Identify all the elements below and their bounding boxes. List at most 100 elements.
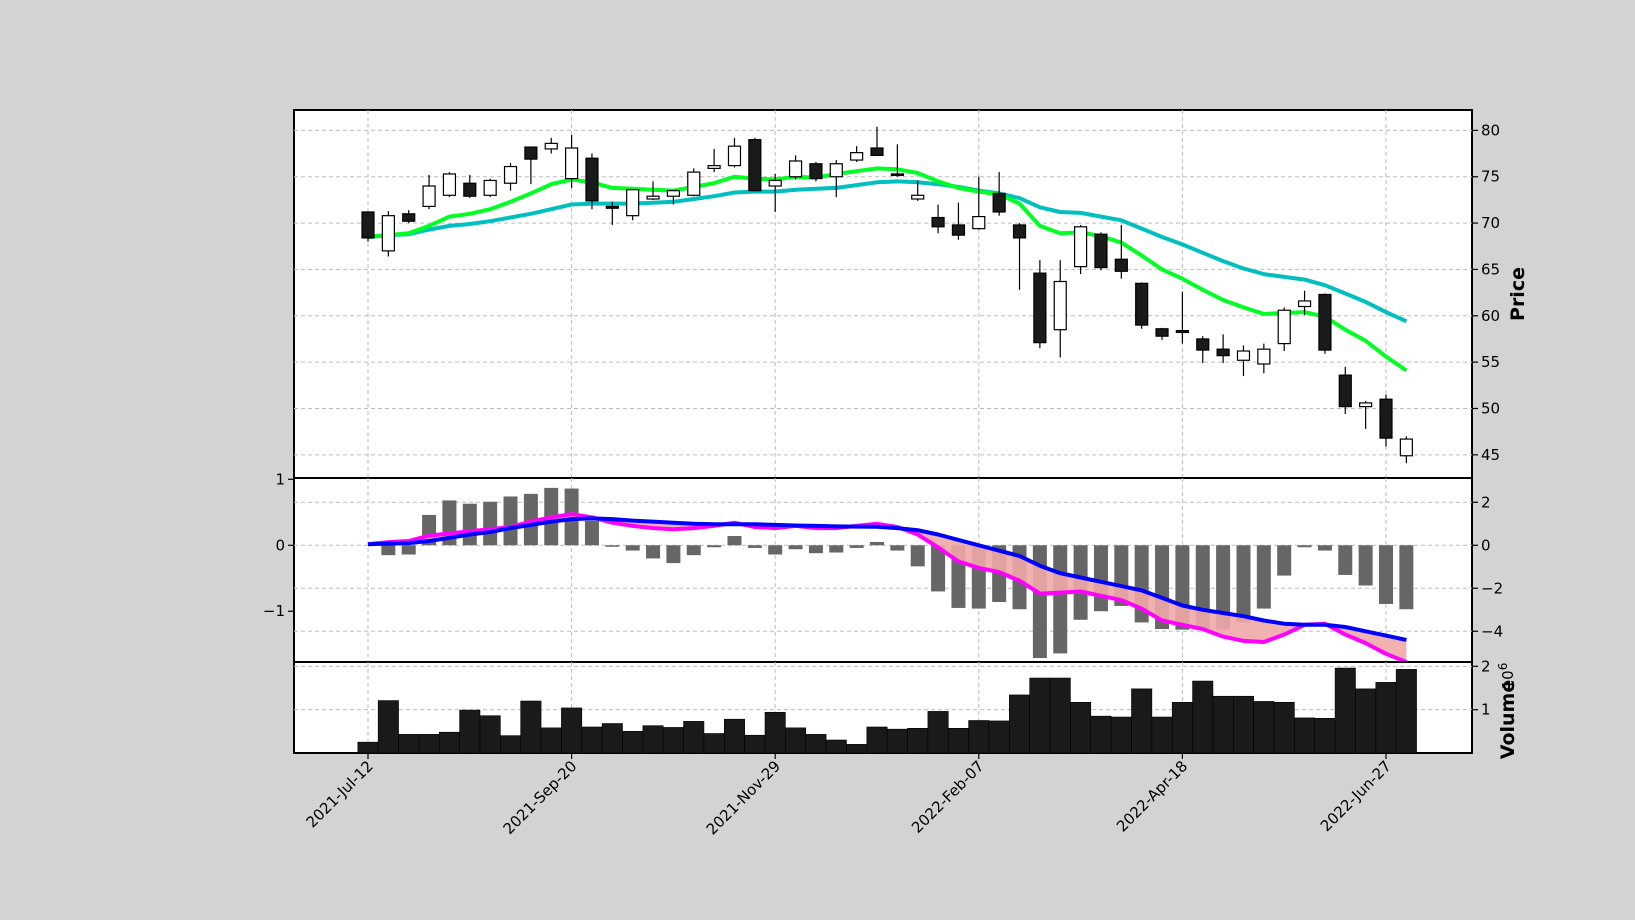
candle: [1196, 336, 1210, 364]
candle: [1277, 307, 1291, 352]
moving-average-slow: [367, 179, 1408, 324]
volume-bar: [1314, 718, 1336, 754]
macd-right-tick-label: −4: [1481, 622, 1503, 640]
candle: [1135, 282, 1149, 329]
volume-exponent-power: 6: [1496, 663, 1510, 671]
volume-bar: [968, 720, 990, 754]
volume-bar: [561, 707, 583, 754]
histogram-bar: [625, 545, 640, 551]
candle-body: [1379, 398, 1393, 439]
candle-body: [1135, 282, 1149, 326]
candle-body: [1196, 338, 1210, 351]
volume-bar: [1090, 715, 1112, 754]
candle-body: [809, 163, 823, 180]
volume-bar: [988, 720, 1010, 754]
volume-bar: [1171, 701, 1193, 754]
candle: [1216, 334, 1230, 364]
candle: [951, 202, 966, 240]
candlesticks: [361, 126, 1413, 464]
candle-body: [463, 182, 477, 197]
macd-panel: −1 0 1 −4 −2 0 2: [263, 470, 1503, 664]
volume-bar: [398, 734, 420, 754]
histogram-bar: [1297, 545, 1312, 548]
candle: [890, 144, 904, 177]
price-panel-frame: [293, 109, 1473, 479]
histogram-bar: [1216, 545, 1231, 630]
histogram-bar: [1277, 545, 1292, 576]
candle-body: [850, 152, 864, 161]
candle: [1073, 224, 1088, 275]
volume-bar: [1212, 695, 1234, 754]
macd-right-tick-label: 2: [1481, 493, 1491, 511]
candle-body: [1094, 233, 1108, 269]
candle: [911, 180, 925, 201]
candle-body: [1033, 272, 1047, 344]
volume-bar: [805, 734, 827, 754]
candle: [585, 153, 599, 210]
histogram-bar: [808, 545, 823, 554]
histogram-bar: [870, 541, 884, 546]
histogram-bar: [503, 496, 518, 546]
histogram-bar: [1093, 545, 1108, 612]
volume-bar: [642, 725, 664, 754]
candle: [1012, 223, 1027, 290]
volume-bar: [520, 700, 542, 754]
histogram-bar: [523, 493, 538, 546]
candle: [992, 172, 1006, 216]
histogram-bar: [788, 545, 803, 550]
candle-body: [442, 173, 457, 196]
volume-bar: [1273, 701, 1295, 754]
volume-bar: [907, 727, 929, 754]
volume-bar: [459, 709, 481, 754]
histogram-bar: [462, 503, 477, 546]
volume-bar: [846, 744, 868, 754]
histogram-bar: [707, 545, 722, 548]
candle-body: [1277, 309, 1291, 345]
candle-body: [1399, 438, 1413, 457]
volume-bar: [1395, 669, 1417, 754]
candle: [503, 162, 518, 191]
candle-body: [666, 190, 681, 197]
candle: [1155, 327, 1169, 340]
volume-axis: 12: [1472, 657, 1491, 719]
volume-tick-label: 1: [1481, 701, 1491, 719]
candle: [727, 137, 742, 168]
histogram-bar: [483, 501, 498, 546]
candle-body: [1257, 348, 1271, 365]
candle: [1399, 436, 1413, 464]
candle-body: [626, 189, 640, 217]
volume-panel: 12 Volume 106: [293, 657, 1519, 759]
volume-bar: [703, 733, 725, 754]
volume-bar: [357, 741, 379, 754]
candle-body: [1053, 280, 1067, 331]
price-panel: 45 50 55 60 65 70 75 80 Price: [293, 109, 1529, 479]
candle-body: [972, 215, 986, 230]
candle: [626, 189, 640, 221]
price-tick-label: 55: [1481, 353, 1500, 371]
price-tick-label: 70: [1481, 214, 1500, 232]
histogram-bar: [768, 545, 783, 555]
candle-body: [483, 179, 497, 196]
candle-body: [605, 205, 619, 209]
candle-body: [402, 213, 416, 222]
volume-bar: [1294, 717, 1316, 754]
histogram-bar: [584, 520, 599, 546]
candle: [646, 181, 660, 200]
candle: [1033, 260, 1047, 349]
candle-body: [890, 173, 904, 177]
histogram-bar: [747, 545, 762, 548]
volume-axis-title: Volume: [1497, 680, 1519, 759]
volume-bar: [1131, 688, 1153, 754]
histogram-bar: [401, 545, 416, 555]
candle: [829, 160, 843, 198]
candle-body: [931, 216, 945, 228]
volume-bar: [1334, 667, 1356, 754]
candle-body: [1073, 226, 1088, 268]
candle-body: [707, 165, 721, 169]
volume-bar: [886, 728, 908, 754]
volume-bar: [683, 721, 705, 754]
candle: [1175, 291, 1190, 344]
macd-lines: [367, 512, 1408, 664]
volume-bar: [1233, 695, 1254, 754]
candle: [1359, 401, 1373, 429]
